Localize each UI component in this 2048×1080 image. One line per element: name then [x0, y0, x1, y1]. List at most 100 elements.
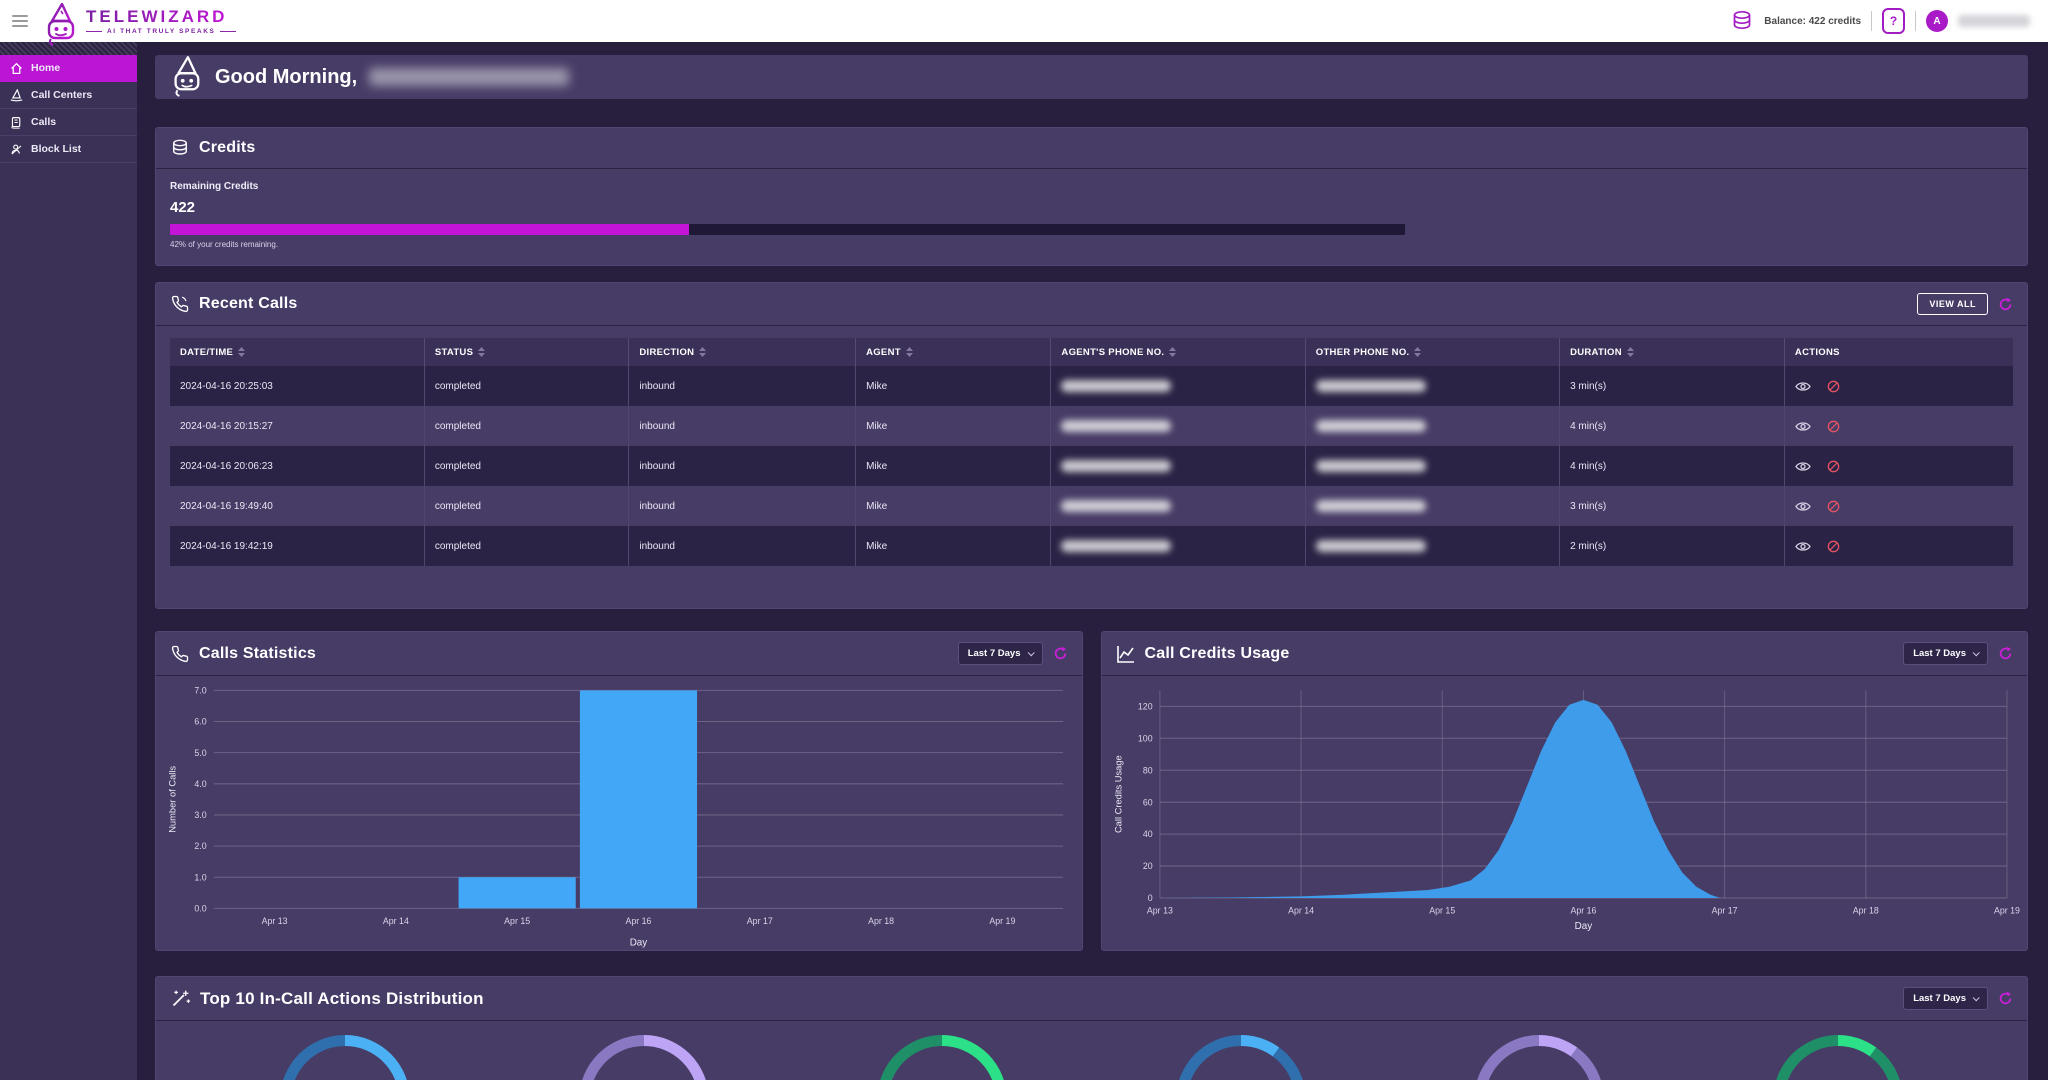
svg-text:Apr 19: Apr 19: [989, 916, 1015, 926]
cell-direction: inbound: [628, 406, 857, 446]
donut-chart-client_request_c: 10% client_request_c...: [1474, 1035, 1605, 1080]
cell-actions: [1784, 486, 2013, 526]
table-row: 2024-04-16 19:49:40 completed inbound Mike 3…: [170, 486, 2013, 526]
refresh-icon[interactable]: [1998, 297, 2013, 312]
cell-agent-phone: [1050, 486, 1306, 526]
range-dropdown[interactable]: Last 7 Days: [1903, 987, 1988, 1010]
remaining-credits-label: Remaining Credits: [170, 181, 259, 192]
svg-text:0.0: 0.0: [194, 903, 206, 913]
column-header-duration[interactable]: DURATION: [1559, 338, 1785, 366]
wizard-robot-icon: [174, 56, 200, 97]
cell-other-phone: [1305, 526, 1561, 566]
svg-text:40: 40: [1142, 829, 1152, 839]
donut-hole: 30% add_note_to_case: [291, 1046, 400, 1080]
range-dropdown[interactable]: Last 7 Days: [1903, 642, 1988, 665]
user-name-redacted: [1958, 15, 2030, 27]
column-header-agent[interactable]: AGENT: [855, 338, 1052, 366]
cell-duration: 2 min(s): [1559, 526, 1785, 566]
cell-actions: [1784, 406, 2013, 446]
cell-datetime: 2024-04-16 20:15:27: [170, 406, 425, 446]
refresh-icon[interactable]: [1998, 646, 2013, 661]
svg-text:Apr 14: Apr 14: [1288, 906, 1314, 916]
cell-agent: Mike: [855, 486, 1052, 526]
svg-text:1.0: 1.0: [194, 872, 206, 882]
sort-icon[interactable]: [238, 346, 246, 357]
credits-title: Credits: [199, 139, 256, 156]
recent-calls-table: DATE/TIME STATUS DIRECTION AGENT AGENT'S PHO…: [170, 338, 2013, 566]
divider: [1871, 11, 1872, 31]
sort-icon[interactable]: [1626, 346, 1634, 357]
greeting-title: Good Morning,: [215, 65, 358, 88]
svg-text:7.0: 7.0: [194, 685, 206, 695]
column-header-agent-s-phone-no-[interactable]: AGENT'S PHONE NO.: [1050, 338, 1306, 366]
view-call-icon[interactable]: [1795, 381, 1811, 392]
block-list-icon: [10, 143, 23, 156]
app-logo[interactable]: TELEWIZARD AI THAT TRULY SPEAKS: [42, 0, 237, 47]
donut-grid: 30% add_note_to_case 20% case_summary 20…: [156, 1021, 2027, 1080]
sort-icon[interactable]: [1414, 346, 1422, 357]
range-dropdown[interactable]: Last 7 Days: [957, 642, 1043, 665]
cell-agent-phone: [1050, 406, 1306, 446]
column-header-status[interactable]: STATUS: [424, 338, 630, 366]
sidebar-item-calls[interactable]: Calls: [0, 109, 137, 136]
refresh-icon[interactable]: [1998, 991, 2013, 1006]
actions-distribution-panel: Top 10 In-Call Actions Distribution Last…: [155, 976, 2028, 1080]
donut-hole: 10% client_book_appo...: [1186, 1046, 1295, 1080]
topbar: TELEWIZARD AI THAT TRULY SPEAKS Balance:…: [0, 0, 2048, 46]
donut-hole: 10% client_request_c...: [1485, 1046, 1594, 1080]
sidebar-item-home[interactable]: Home: [0, 55, 137, 82]
block-call-icon[interactable]: [1827, 540, 1840, 553]
donut-chart-add_note_to_case: 30% add_note_to_case: [280, 1035, 411, 1080]
view-all-button[interactable]: VIEW ALL: [1917, 293, 1988, 315]
calls-statistics-chart: 0.0 1.0 2.0 3.0 4.0 5.0 6.0 7.0 Apr 13 Apr 14 Apr …: [156, 676, 1082, 954]
sidebar-item-block-list[interactable]: Block List: [0, 136, 137, 163]
help-button[interactable]: ?: [1882, 8, 1905, 34]
cell-agent: Mike: [855, 526, 1052, 566]
column-header-actions: ACTIONS: [1794, 346, 1840, 358]
sort-icon[interactable]: [699, 346, 707, 357]
sidebar-item-call-centers[interactable]: Call Centers: [0, 82, 137, 109]
cell-duration: 3 min(s): [1559, 486, 1785, 526]
column-header-date-time[interactable]: DATE/TIME: [170, 338, 425, 366]
block-call-icon[interactable]: [1827, 500, 1840, 513]
sort-icon[interactable]: [478, 346, 486, 357]
hamburger-menu-icon[interactable]: [12, 12, 28, 30]
column-header-other-phone-no-[interactable]: OTHER PHONE NO.: [1305, 338, 1561, 366]
chevron-down-icon: [1972, 649, 1980, 657]
cell-agent: Mike: [855, 446, 1052, 486]
cell-duration: 4 min(s): [1559, 406, 1785, 446]
phone-redacted: [1315, 460, 1426, 472]
view-call-icon[interactable]: [1795, 461, 1811, 472]
sidebar-texture-strip: [0, 42, 137, 55]
view-call-icon[interactable]: [1795, 541, 1811, 552]
cell-agent-phone: [1050, 446, 1306, 486]
recent-calls-panel: Recent Calls VIEW ALL DATE/TIME STATUS DIR…: [155, 282, 2028, 609]
svg-text:Day: Day: [630, 938, 648, 949]
donut-hole: 20% check_unpaid_bil...: [888, 1046, 997, 1080]
balance-text: Balance: 422 credits: [1764, 15, 1861, 27]
actions-distribution-title: Top 10 In-Call Actions Distribution: [200, 988, 484, 1008]
column-header-direction[interactable]: DIRECTION: [628, 338, 857, 366]
view-call-icon[interactable]: [1795, 421, 1811, 432]
avatar[interactable]: A: [1926, 10, 1948, 32]
sort-icon[interactable]: [1169, 346, 1177, 357]
phone-redacted: [1061, 380, 1172, 392]
block-call-icon[interactable]: [1827, 420, 1840, 433]
refresh-icon[interactable]: [1053, 646, 1068, 661]
credits-usage-panel: Call Credits Usage Last 7 Days Apr 13 Apr…: [1100, 631, 2028, 951]
cell-other-phone: [1305, 446, 1561, 486]
calls-statistics-panel: Calls Statistics Last 7 Days 0.0 1.0 2.0 3.…: [155, 631, 1083, 951]
donut-chart-nonclient_book_a: 10% nonclient_book_a...: [1772, 1035, 1903, 1080]
wizard-robot-logo-icon: [47, 3, 75, 46]
table-row: 2024-04-16 20:06:23 completed inbound Mike 4…: [170, 446, 2013, 486]
donut-chart-client_book_appo: 10% client_book_appo...: [1175, 1035, 1306, 1080]
phone-redacted: [1315, 540, 1426, 552]
wizard-hat-icon: [10, 88, 23, 102]
svg-text:60: 60: [1142, 797, 1152, 807]
sidebar-nav: Home Call Centers Calls Block List: [0, 55, 137, 163]
view-call-icon[interactable]: [1795, 501, 1811, 512]
sort-icon[interactable]: [905, 346, 913, 357]
block-call-icon[interactable]: [1827, 380, 1840, 393]
sidebar-item-label: Block List: [31, 143, 82, 155]
block-call-icon[interactable]: [1827, 460, 1840, 473]
